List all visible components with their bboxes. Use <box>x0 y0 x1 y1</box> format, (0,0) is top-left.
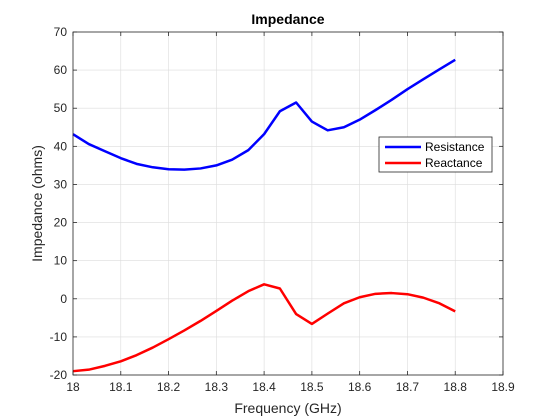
series-line-resistance <box>72 58 456 171</box>
axis-ticks <box>72 31 504 376</box>
y-tick-label: -20 <box>50 368 68 382</box>
y-tick-label: 0 <box>60 292 67 306</box>
series-line-reactance <box>72 283 456 373</box>
y-tick-label: 30 <box>54 177 68 191</box>
y-tick-labels: -20 -10 0 10 20 30 40 50 60 70 <box>50 25 68 382</box>
x-tick-label: 18.7 <box>396 380 420 394</box>
y-tick-label: 70 <box>54 25 68 39</box>
y-tick-label: 20 <box>54 216 68 230</box>
x-axis-label: Frequency (GHz) <box>234 400 341 416</box>
plot-area <box>73 32 503 375</box>
y-tick-label: 40 <box>54 139 68 153</box>
x-tick-label: 18.8 <box>444 380 468 394</box>
x-tick-label: 18.1 <box>109 380 133 394</box>
y-tick-label: 50 <box>54 101 68 115</box>
y-tick-label: 10 <box>54 254 68 268</box>
legend: Resistance Reactance <box>378 136 493 173</box>
x-tick-label: 18 <box>66 380 80 394</box>
x-tick-label: 18.5 <box>300 380 324 394</box>
legend-label-reactance: Reactance <box>425 156 483 170</box>
legend-label-resistance: Resistance <box>425 140 485 154</box>
chart-title: Impedance <box>251 11 324 27</box>
x-tick-label: 18.4 <box>252 380 276 394</box>
y-axis-label: Impedance (ohms) <box>29 145 45 262</box>
y-tick-label: -10 <box>50 330 68 344</box>
x-tick-label: 18.3 <box>205 380 229 394</box>
x-tick-label: 18.6 <box>348 380 372 394</box>
plot-frame <box>72 31 504 376</box>
y-tick-label: 60 <box>54 63 68 77</box>
x-tick-labels: 18 18.1 18.2 18.3 18.4 18.5 18.6 18.7 18.8 18.9 <box>66 380 515 394</box>
legend-box <box>378 136 493 173</box>
x-tick-label: 18.2 <box>157 380 181 394</box>
x-tick-label: 18.9 <box>491 380 515 394</box>
series-layer <box>72 58 456 373</box>
